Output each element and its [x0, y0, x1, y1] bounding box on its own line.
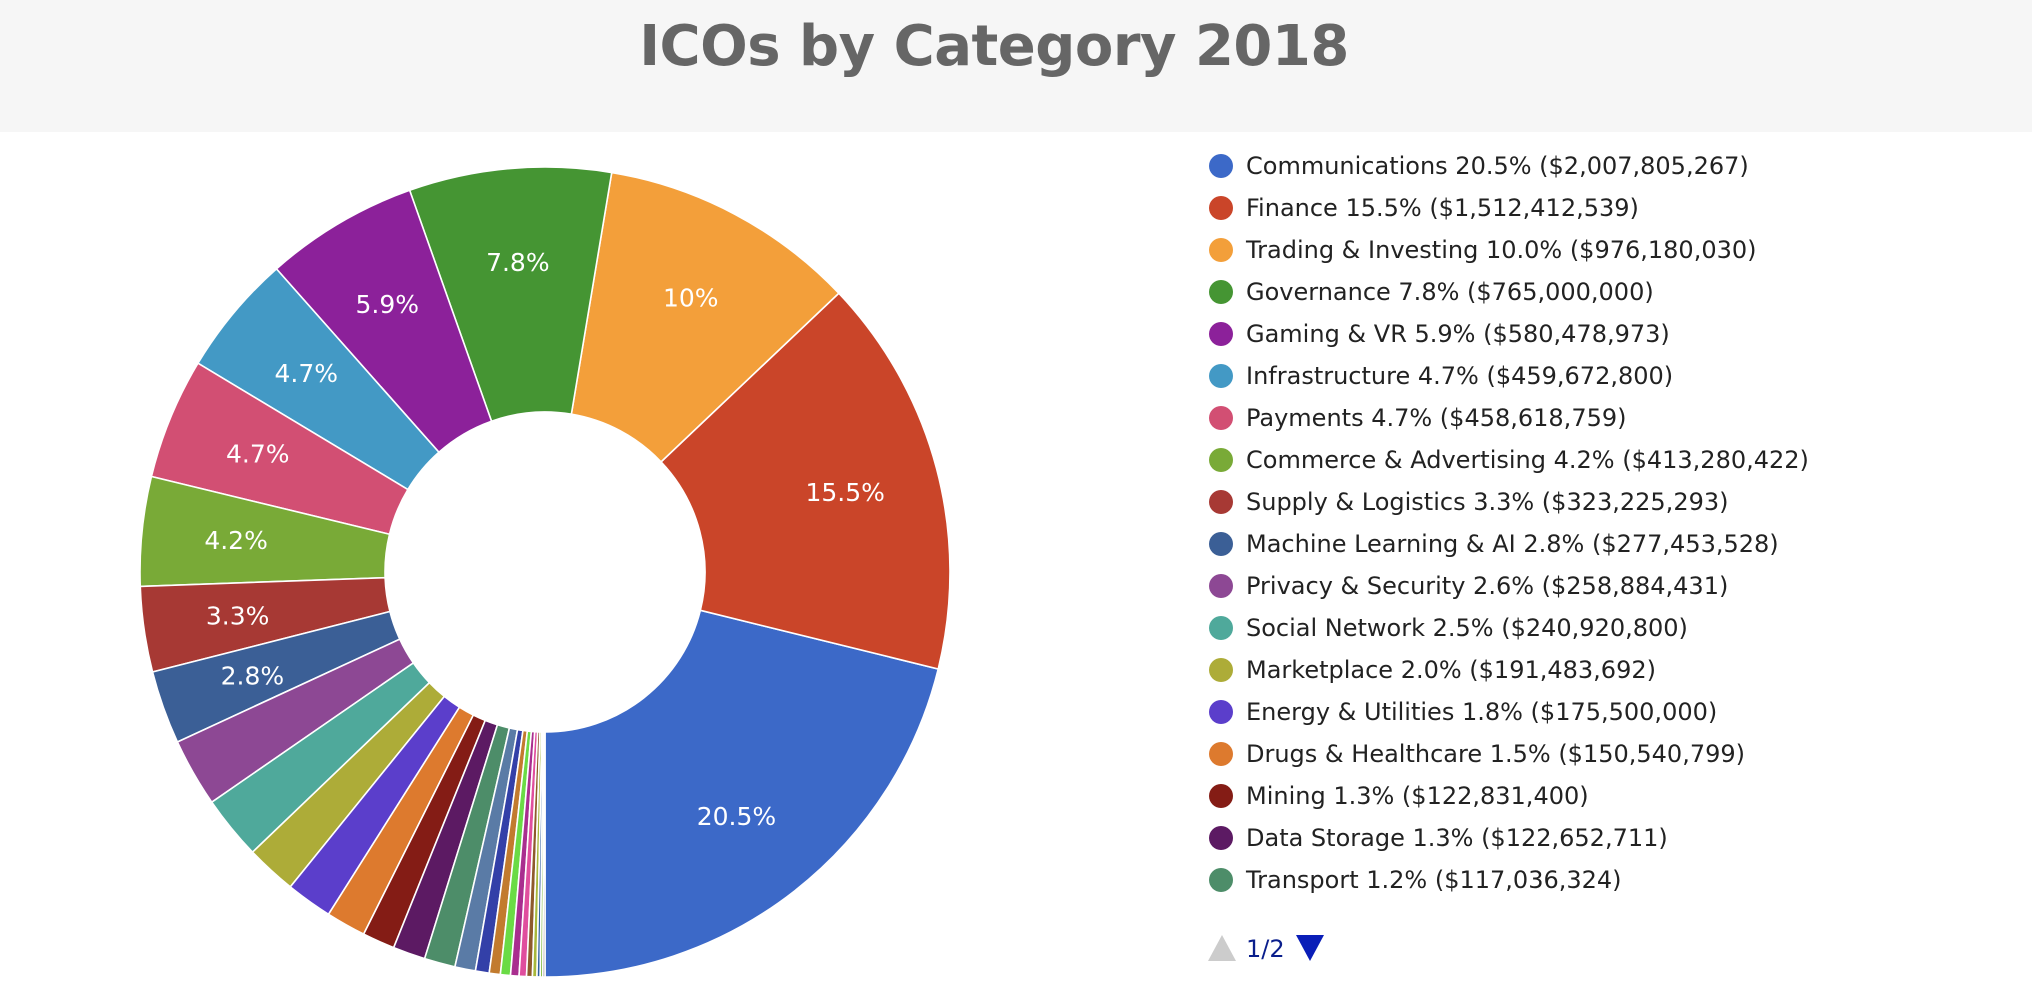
legend-label: Data Storage 1.3% ($122,652,711) [1246, 824, 1668, 852]
legend-label: Trading & Investing 10.0% ($976,180,030) [1246, 236, 1757, 264]
donut-slice[interactable] [408, 166, 613, 423]
pager-page-indicator: 1/2 [1246, 935, 1285, 963]
legend-label: Supply & Logistics 3.3% ($323,225,293) [1246, 488, 1729, 516]
legend-label: Energy & Utilities 1.8% ($175,500,000) [1246, 698, 1718, 726]
legend-swatch-icon [1209, 616, 1233, 640]
chart-title: ICOs by Category 2018 [639, 14, 1349, 79]
slice-percent-label: 2.8% [221, 661, 285, 690]
legend-swatch-icon [1209, 742, 1233, 766]
legend-swatch-icon [1209, 364, 1233, 388]
legend-swatch-icon [1209, 238, 1233, 262]
slice-percent-label: 10% [663, 283, 719, 312]
pager-up-arrow-icon[interactable] [1208, 935, 1236, 961]
legend-swatch-icon [1209, 826, 1233, 850]
slice-percent-label: 15.5% [805, 478, 884, 507]
legend-label: Mining 1.3% ($122,831,400) [1246, 782, 1589, 810]
legend-label: Payments 4.7% ($458,618,759) [1246, 404, 1627, 432]
legend-swatch-icon [1209, 322, 1233, 346]
legend-swatch-icon [1209, 490, 1233, 514]
slice-percent-label: 5.9% [355, 290, 419, 319]
legend-swatch-icon [1209, 532, 1233, 556]
legend-swatch-icon [1209, 154, 1233, 178]
legend-label: Communications 20.5% ($2,007,805,267) [1246, 152, 1749, 180]
slice-percent-label: 4.2% [204, 526, 268, 555]
legend-swatch-icon [1209, 448, 1233, 472]
slice-percent-label: 4.7% [226, 440, 290, 469]
donut-slice[interactable] [570, 171, 840, 464]
legend-label: Infrastructure 4.7% ($459,672,800) [1246, 362, 1674, 390]
legend-label: Finance 15.5% ($1,512,412,539) [1246, 194, 1639, 222]
legend-label: Gaming & VR 5.9% ($580,478,973) [1246, 320, 1670, 348]
donut-slice-minor[interactable] [542, 731, 546, 978]
legend-label: Social Network 2.5% ($240,920,800) [1246, 614, 1688, 642]
legend-label: Commerce & Advertising 4.2% ($413,280,42… [1246, 446, 1809, 474]
slice-percent-label: 20.5% [697, 802, 776, 831]
donut-chart: 20.5% 15.5% 10% 7.8% 5.9% 4.7% 4.7% 4.2% 3.3% 2.8… [139, 166, 951, 978]
legend-swatch-icon [1209, 406, 1233, 430]
legend-swatch-icon [1209, 868, 1233, 892]
donut-slice[interactable] [659, 292, 951, 670]
legend-swatch-icon [1209, 196, 1233, 220]
donut-labels: 20.5% 15.5% 10% 7.8% 5.9% 4.7% 4.7% 4.2% 3.3% 2.8… [204, 248, 885, 831]
chart-header: ICOs by Category 2018 [0, 0, 2032, 132]
donut-slice[interactable] [544, 609, 940, 978]
legend-swatch-icon [1209, 280, 1233, 304]
legend-label: Privacy & Security 2.6% ($258,884,431) [1246, 572, 1729, 600]
legend-label: Transport 1.2% ($117,036,324) [1246, 866, 1622, 894]
legend-label: Marketplace 2.0% ($191,483,692) [1246, 656, 1656, 684]
legend-swatch-icon [1209, 784, 1233, 808]
slice-percent-label: 7.8% [486, 248, 550, 277]
pager-down-arrow-icon[interactable] [1296, 935, 1324, 961]
slice-percent-label: 3.3% [206, 602, 270, 631]
donut-slices [139, 166, 951, 978]
legend-label: Drugs & Healthcare 1.5% ($150,540,799) [1246, 740, 1745, 768]
legend-label: Machine Learning & AI 2.8% ($277,453,528… [1246, 530, 1779, 558]
slice-percent-label: 4.7% [274, 359, 338, 388]
legend-swatch-icon [1209, 700, 1233, 724]
legend-swatch-icon [1209, 574, 1233, 598]
legend-swatch-icon [1209, 658, 1233, 682]
legend-label: Governance 7.8% ($765,000,000) [1246, 278, 1654, 306]
